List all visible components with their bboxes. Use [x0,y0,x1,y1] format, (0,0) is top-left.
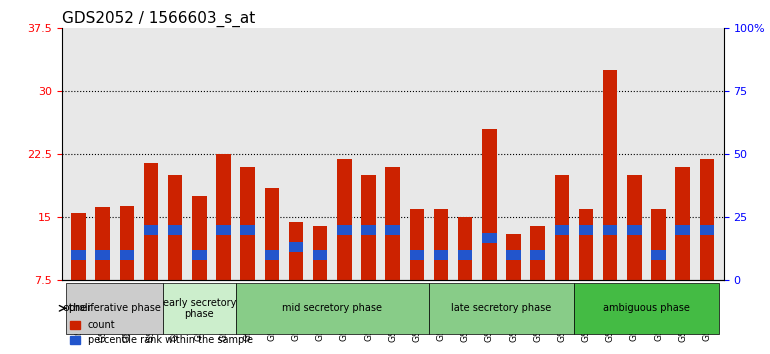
FancyBboxPatch shape [66,283,163,333]
Bar [579,225,594,235]
Bar [72,250,85,260]
Bar [531,250,545,260]
Bar [700,225,714,235]
Bar [700,159,714,343]
Bar [603,70,618,343]
Bar [361,175,376,343]
Bar [289,222,303,343]
Bar [554,175,569,343]
Bar [216,154,231,343]
Bar [119,206,134,343]
Bar [531,226,545,343]
Bar [240,167,255,343]
Bar [675,225,690,235]
Bar [168,175,182,343]
Bar [410,250,424,260]
Bar [192,196,206,343]
Text: mid secretory phase: mid secretory phase [283,303,382,313]
Bar [95,250,110,260]
Bar [337,225,352,235]
Bar [434,250,448,260]
Text: proliferative phase: proliferative phase [69,303,161,313]
Bar [95,207,110,343]
Bar [72,213,85,343]
Bar [265,250,279,260]
Bar [627,225,641,235]
Bar [313,226,327,343]
Bar [554,225,569,235]
Bar [507,234,521,343]
Bar [144,225,159,235]
Bar [119,250,134,260]
Text: early secretory
phase: early secretory phase [162,297,236,319]
Bar [434,209,448,343]
Bar [289,242,303,252]
Text: late secretory phase: late secretory phase [451,303,551,313]
Bar [458,217,473,343]
Bar [507,250,521,260]
Bar [482,233,497,243]
FancyBboxPatch shape [236,283,429,333]
Legend: count, percentile rank within the sample: count, percentile rank within the sample [66,316,256,349]
Bar [337,159,352,343]
Bar [265,188,279,343]
Bar [410,209,424,343]
Bar [361,225,376,235]
FancyBboxPatch shape [429,283,574,333]
Text: other: other [62,303,92,313]
Bar [579,209,594,343]
Bar [482,129,497,343]
Text: GDS2052 / 1566603_s_at: GDS2052 / 1566603_s_at [62,11,255,27]
Bar [168,225,182,235]
Bar [192,250,206,260]
FancyBboxPatch shape [574,283,719,333]
Bar [386,225,400,235]
Bar [458,250,473,260]
Bar [651,250,666,260]
Bar [144,163,159,343]
Bar [216,225,231,235]
Bar [675,167,690,343]
Bar [651,209,666,343]
Bar [313,250,327,260]
Bar [627,175,641,343]
FancyBboxPatch shape [163,283,236,333]
Text: ambiguous phase: ambiguous phase [603,303,690,313]
Bar [386,167,400,343]
Bar [240,225,255,235]
Bar [603,225,618,235]
